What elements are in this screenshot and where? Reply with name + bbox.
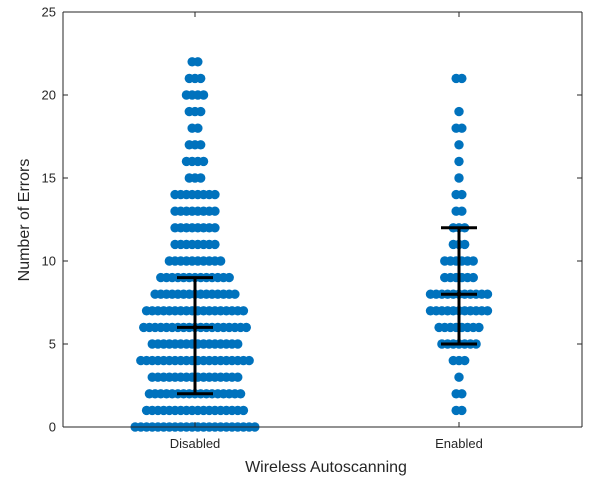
data-point <box>238 306 249 316</box>
y-tick-label: 25 <box>42 5 56 20</box>
data-point <box>210 189 220 200</box>
data-point <box>196 173 206 183</box>
data-point <box>233 372 243 382</box>
data-point <box>457 405 467 416</box>
y-tick-label: 10 <box>42 254 56 269</box>
data-point <box>193 123 203 133</box>
y-tick-label: 20 <box>42 88 56 103</box>
data-point <box>238 405 249 416</box>
data-point <box>196 106 206 117</box>
x-tick-label: Enabled <box>435 436 483 451</box>
data-point <box>210 239 220 250</box>
data-point <box>196 73 206 84</box>
data-point <box>215 256 226 266</box>
data-point <box>198 90 209 100</box>
data-point <box>196 140 206 150</box>
errorbar-median-marker <box>192 324 198 330</box>
errorbar-median-marker <box>456 291 462 297</box>
data-point <box>468 256 478 266</box>
data-point <box>460 239 470 250</box>
data-point <box>482 289 493 299</box>
x-axis-title: Wireless Autoscanning <box>245 459 407 476</box>
data-point <box>198 156 209 167</box>
data-point <box>454 140 464 150</box>
error-bars <box>177 226 477 396</box>
data-point <box>457 123 467 133</box>
data-point <box>235 389 246 399</box>
data-point <box>210 223 220 233</box>
data-point <box>233 339 243 349</box>
y-axis-title: Number of Errors <box>16 159 33 282</box>
x-tick-label: Disabled <box>170 436 221 451</box>
y-tick-label: 15 <box>42 171 56 186</box>
data-point <box>454 173 464 183</box>
data-point <box>454 372 464 382</box>
data-point <box>224 272 234 283</box>
data-point <box>230 289 240 299</box>
data-point <box>457 73 467 84</box>
y-tick-label: 0 <box>49 420 56 435</box>
data-point <box>457 389 467 399</box>
data-point <box>460 355 470 366</box>
data-point <box>454 106 464 117</box>
data-point <box>241 322 251 333</box>
data-point <box>457 189 467 200</box>
data-point <box>454 156 464 167</box>
data-point <box>457 206 467 216</box>
axes: 0 5 10 15 20 25 Disabled Enabled <box>42 5 583 451</box>
data-point <box>474 322 484 333</box>
data-point <box>482 306 493 316</box>
y-tick-label: 5 <box>49 337 56 352</box>
data-point <box>468 272 478 283</box>
data-point <box>193 57 203 67</box>
data-point <box>210 206 220 216</box>
data-point <box>244 355 254 366</box>
